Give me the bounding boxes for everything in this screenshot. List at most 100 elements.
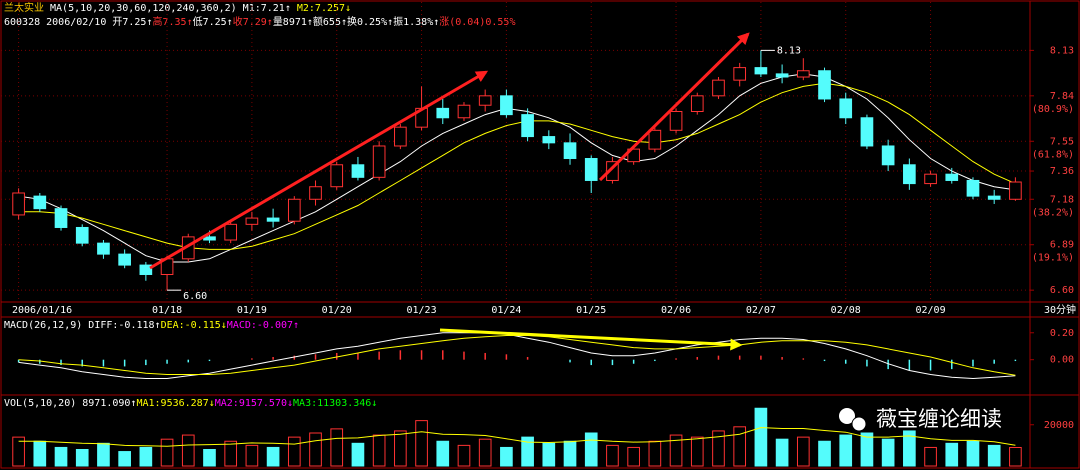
candle-body	[860, 117, 874, 147]
candle-body	[12, 192, 25, 216]
header-line1: 兰太实业 MA(5,10,20,30,60,120,240,360,2) M1:…	[4, 1, 351, 14]
volume-bar	[457, 444, 471, 467]
legend-segment: 兰太实业	[4, 1, 44, 14]
legend-segment: DIFF:-0.118↑	[82, 320, 160, 331]
legend-segment: MA1:9536.287↓	[136, 398, 214, 409]
candle-body	[457, 104, 471, 119]
x-tick-label: 2006/01/16	[12, 305, 72, 316]
y-tick-label: 0.20	[1050, 328, 1074, 339]
ma-line	[18, 427, 1016, 447]
volume-bar	[627, 446, 640, 467]
volume-bar	[351, 442, 365, 467]
volume-bar	[754, 407, 768, 467]
candle-body	[818, 70, 831, 100]
candle-body	[54, 208, 68, 228]
volume-bar	[203, 449, 216, 467]
volume-bar	[924, 446, 937, 467]
candle-body	[287, 198, 301, 222]
legend-segment: MACD(26,12,9)	[4, 320, 82, 331]
candle-body	[987, 195, 1001, 200]
volume-bar	[839, 434, 853, 467]
panel-legend: VOL(5,10,20) 8971.090↑MA1:9536.287↓MA2:9…	[4, 398, 377, 409]
wechat-icon	[851, 416, 867, 432]
y-tick-label: 7.18	[1050, 194, 1074, 205]
candle-body	[627, 148, 640, 163]
volume-bar	[1009, 446, 1022, 467]
y-tick-label: 6.60	[1050, 285, 1074, 296]
candle-body	[330, 164, 344, 188]
fib-label: (61.8%)	[1032, 149, 1074, 160]
ma-line	[18, 332, 1016, 380]
candle-body	[139, 264, 153, 275]
candle-body	[881, 145, 895, 166]
volume-bar	[118, 451, 131, 467]
volume-bar	[478, 438, 492, 467]
watermark-text: 薇宝缠论细读	[876, 407, 1002, 431]
x-tick-label: 01/19	[237, 305, 267, 316]
fib-label: (80.9%)	[1032, 104, 1074, 115]
candle-body	[521, 114, 534, 138]
y-tick-label: 7.84	[1050, 91, 1074, 102]
candle-body	[75, 226, 89, 244]
fib-label: (19.1%)	[1032, 253, 1074, 264]
candle-body	[500, 95, 513, 116]
volume-bar	[521, 436, 534, 467]
candle-body	[775, 73, 789, 78]
volume-bar	[12, 436, 25, 467]
volume-bar	[903, 430, 916, 467]
legend-segment: 收7.29↑	[233, 15, 273, 28]
volume-bar	[500, 446, 513, 467]
legend-segment: MACD:-0.007↑	[227, 320, 299, 331]
trend-arrow	[149, 70, 489, 270]
legend-segment: MA2:9157.570↓	[215, 398, 293, 409]
divergence-arrow	[439, 328, 743, 351]
candle-body	[266, 217, 280, 222]
x-tick-label: 02/06	[661, 305, 691, 316]
period: 30分钟	[1044, 303, 1076, 316]
volume-bar	[54, 446, 68, 467]
candle-body	[245, 217, 259, 225]
candle-body	[97, 242, 110, 255]
volume-bar	[181, 434, 195, 467]
volume-bar	[584, 432, 598, 467]
volume-bar	[33, 440, 47, 467]
candle-body	[1009, 181, 1022, 200]
candle-body	[966, 179, 980, 197]
volume-bar	[966, 440, 980, 467]
volume-bar	[139, 446, 153, 467]
candle-body	[584, 158, 598, 181]
candle-body	[372, 145, 386, 178]
annotation: 8.13	[777, 45, 801, 56]
legend-segment: DEA:-0.115↓	[161, 320, 227, 331]
watermark: 薇宝缠论细读	[839, 407, 1002, 432]
legend-segment: 涨(0.04)0.55%	[439, 16, 515, 28]
volume-bar	[648, 440, 662, 467]
volume-bar	[881, 438, 895, 467]
y-tick-label: 7.55	[1050, 136, 1074, 147]
trend-arrows	[149, 32, 750, 351]
legend-segment: 量8971↑额655↑换0.25%↑振1.38%↑	[273, 15, 439, 28]
legend-segment: 600328 2006/02/10 开7.25↑	[4, 17, 152, 28]
x-tick-label: 02/08	[831, 305, 861, 316]
candle-body	[436, 107, 450, 119]
volume-bar	[775, 438, 789, 467]
volume-bar	[97, 442, 110, 467]
panel-legend: MACD(26,12,9) DIFF:-0.118↑DEA:-0.115↓MAC…	[4, 320, 299, 331]
volume-bar	[266, 446, 280, 467]
candle-body	[606, 161, 619, 181]
legend-segment: 低7.25↑	[193, 15, 233, 28]
volume-bar	[436, 440, 450, 467]
legend-segment: MA(5,10,20,30,60,120,240,360,2)	[44, 3, 237, 14]
candle-body	[563, 142, 577, 160]
candle-body	[945, 173, 959, 181]
volume-bar	[669, 434, 683, 467]
candle-body	[754, 67, 768, 75]
volume-bar	[160, 438, 174, 467]
legend-segment: M1:7.21↑	[237, 3, 291, 14]
ma-line	[18, 335, 1016, 376]
y-tick-label: 8.13	[1050, 45, 1074, 56]
y-tick-label: 7.36	[1050, 166, 1074, 177]
